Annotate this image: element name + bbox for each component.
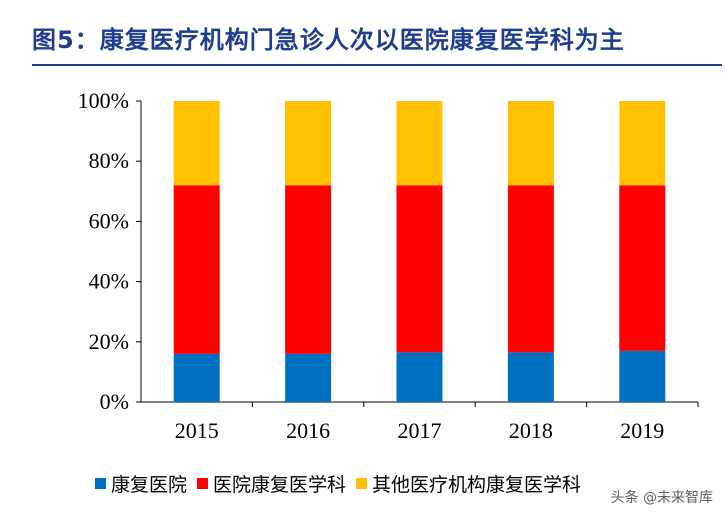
bar-2016-series-2 xyxy=(285,185,332,354)
y-tick-label: 20% xyxy=(89,329,129,354)
watermark: 头条 @未来智库 xyxy=(610,490,713,506)
bar-2018-series-1 xyxy=(507,352,554,402)
x-tick-label: 2019 xyxy=(620,418,664,443)
legend-label: 医院康复医学科 xyxy=(213,474,347,496)
plot-area: 0% 20% 40% 60% 80% 100% 2015 2016 2017 2018 2019 xyxy=(78,88,699,443)
y-tick-label: 0% xyxy=(100,389,129,414)
legend-swatch xyxy=(356,478,368,489)
chart-title: 图5：康复医疗机构门急诊人次以医院康复医学科为主 xyxy=(32,26,625,54)
bar-2019-series-2 xyxy=(619,185,666,351)
y-tick-label: 60% xyxy=(89,208,129,233)
legend-label: 其他医疗机构康复医学科 xyxy=(372,474,582,496)
x-tick-label: 2016 xyxy=(286,418,330,443)
bar-2017-series-2 xyxy=(396,185,443,353)
bar-2016-series-1 xyxy=(285,353,332,402)
legend-item-hospital-rehab-dept: 医院康复医学科 xyxy=(197,470,346,497)
bar-2018-series-3 xyxy=(507,101,554,186)
y-tick-label: 100% xyxy=(78,88,129,113)
bar-2019-series-1 xyxy=(619,350,666,402)
legend-item-rehab-hospital: 康复医院 xyxy=(95,470,187,497)
bar-2015-series-1 xyxy=(173,353,220,402)
x-tick-label: 2017 xyxy=(398,418,442,443)
legend-swatch xyxy=(197,478,209,489)
bar-2017-series-3 xyxy=(396,101,443,186)
title-divider xyxy=(32,64,722,66)
bar-2016-series-3 xyxy=(285,101,332,186)
legend-label: 康复医院 xyxy=(111,474,188,496)
x-tick-label: 2018 xyxy=(509,418,553,443)
bar-2018-series-2 xyxy=(507,185,554,353)
x-tick-label: 2015 xyxy=(175,418,219,443)
bar-2019-series-3 xyxy=(619,101,666,186)
bar-2015-series-3 xyxy=(173,101,220,186)
y-tick-label: 40% xyxy=(89,269,129,294)
legend: 康复医院 医院康复医学科 其他医疗机构康复医学科 xyxy=(95,470,581,497)
bar-2017-series-1 xyxy=(396,352,443,402)
legend-swatch xyxy=(95,478,106,489)
y-tick-label: 80% xyxy=(89,148,129,173)
legend-item-other-institutions: 其他医疗机构康复医学科 xyxy=(356,470,581,497)
bar-2015-series-2 xyxy=(173,185,220,354)
